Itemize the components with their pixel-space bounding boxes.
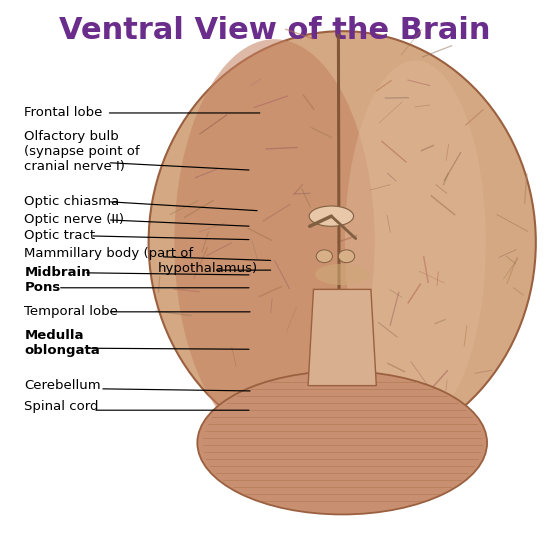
Ellipse shape <box>316 250 333 263</box>
Text: Spinal cord: Spinal cord <box>24 400 99 413</box>
Polygon shape <box>308 289 376 385</box>
Text: Optic chiasma: Optic chiasma <box>24 195 120 208</box>
Text: Medulla
oblongata: Medulla oblongata <box>24 329 100 357</box>
Ellipse shape <box>345 61 486 424</box>
Text: Ventral View of the Brain: Ventral View of the Brain <box>59 16 490 44</box>
Ellipse shape <box>197 371 487 515</box>
Text: Cerebellum: Cerebellum <box>24 379 101 392</box>
Text: Olfactory bulb
(synapse point of
cranial nerve I): Olfactory bulb (synapse point of cranial… <box>24 130 140 173</box>
Text: Pons: Pons <box>24 281 60 294</box>
Ellipse shape <box>174 39 375 445</box>
Ellipse shape <box>338 250 355 263</box>
Ellipse shape <box>149 31 536 453</box>
Ellipse shape <box>315 264 369 285</box>
Text: Mammillary body (part of: Mammillary body (part of <box>24 247 193 260</box>
Text: Optic nerve (II): Optic nerve (II) <box>24 213 124 226</box>
Text: Optic tract: Optic tract <box>24 229 96 242</box>
Ellipse shape <box>309 206 354 226</box>
Text: Midbrain: Midbrain <box>24 266 91 279</box>
Text: hypothalamus): hypothalamus) <box>158 262 258 274</box>
Text: Temporal lobe: Temporal lobe <box>24 306 118 318</box>
Text: Frontal lobe: Frontal lobe <box>24 107 103 120</box>
